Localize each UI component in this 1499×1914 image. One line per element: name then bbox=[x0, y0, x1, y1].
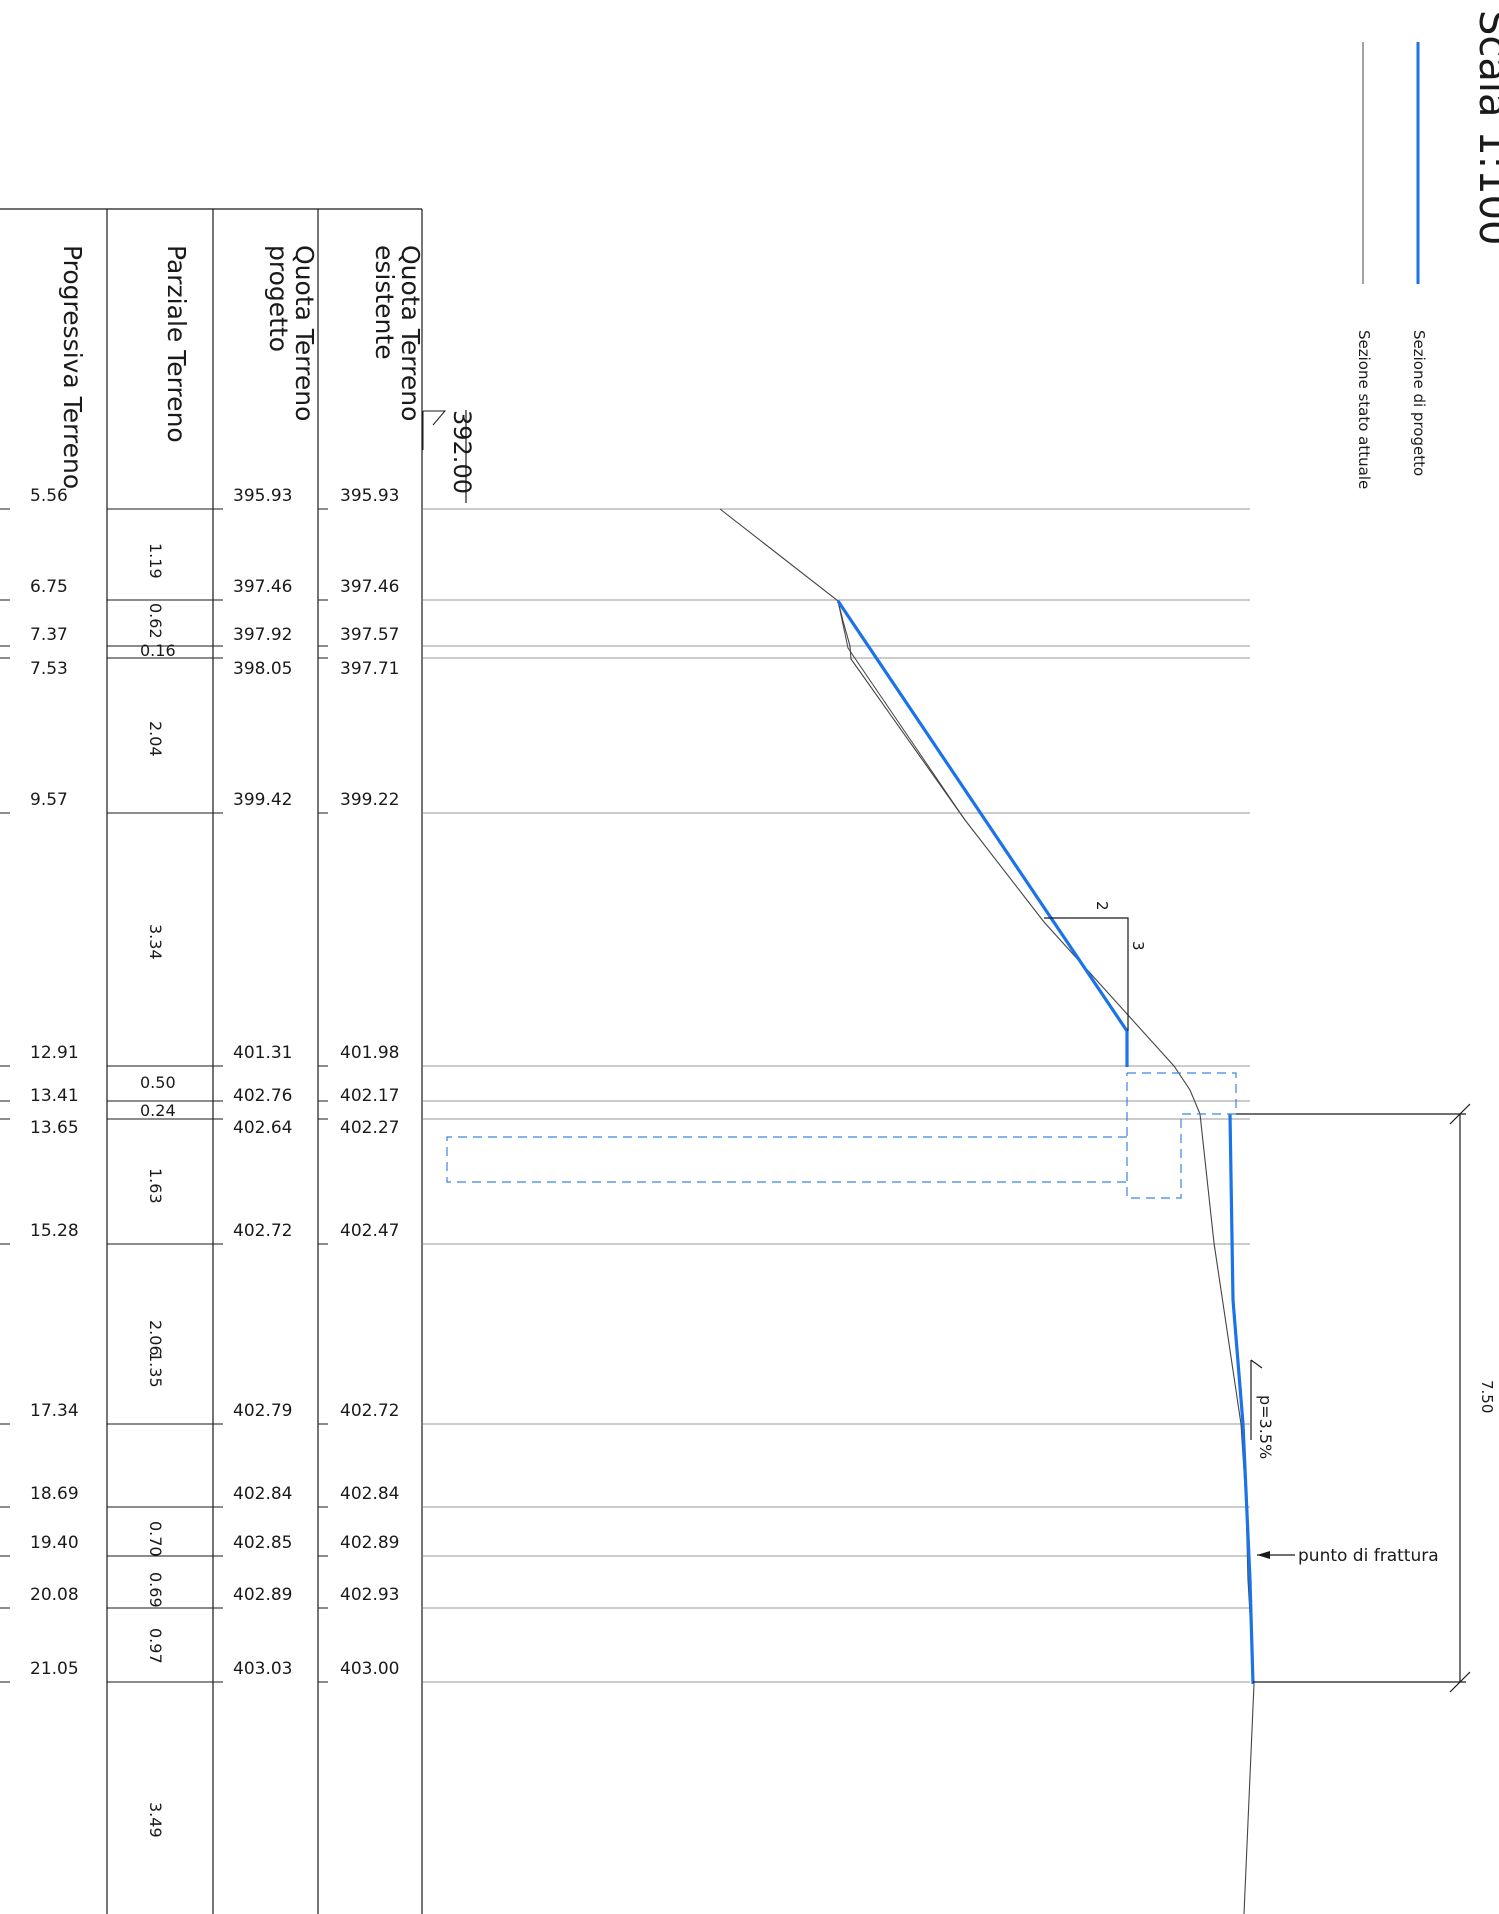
station-row: 7.37 397.92 397.57 bbox=[0, 625, 1250, 647]
quota-esistente-value: 402.72 bbox=[340, 1401, 399, 1421]
progressiva-value: 17.34 bbox=[30, 1401, 79, 1421]
scale-title: Scala 1:100 bbox=[1470, 10, 1499, 246]
datum-value: 392.00 bbox=[448, 410, 476, 494]
partial-value: 0.62 bbox=[146, 603, 165, 639]
progressiva-value: 9.57 bbox=[30, 790, 68, 810]
station-row: 17.34 402.79 402.72 bbox=[0, 1401, 1250, 1425]
fracture-annotation: punto di frattura bbox=[1257, 1546, 1439, 1566]
quota-progetto-value: 401.31 bbox=[233, 1043, 292, 1063]
quota-esistente-value: 402.93 bbox=[340, 1585, 399, 1605]
partial-value: 0.97 bbox=[146, 1628, 165, 1664]
partial-value: 0.69 bbox=[146, 1572, 165, 1608]
partial-value: 1.35 bbox=[146, 1352, 165, 1388]
slope-run-label: 2 bbox=[1093, 901, 1111, 911]
progressiva-value: 19.40 bbox=[30, 1533, 79, 1553]
station-row: 5.56 395.93 395.93 bbox=[0, 486, 1250, 510]
width-dimension-label: 7.50 bbox=[1478, 1380, 1496, 1413]
progressiva-value: 5.56 bbox=[30, 486, 68, 506]
progressiva-value: 7.37 bbox=[30, 625, 68, 645]
quota-progetto-value: 399.42 bbox=[233, 790, 292, 810]
header-quota-esistente: Quota Terrenoesistente bbox=[370, 245, 425, 421]
existing-terrain-line bbox=[719, 508, 1255, 1914]
quota-progetto-value: 402.89 bbox=[233, 1585, 292, 1605]
station-row: 9.57 399.42 399.22 bbox=[0, 790, 1250, 814]
progressiva-value: 18.69 bbox=[30, 1484, 79, 1504]
partial-value: 2.04 bbox=[146, 721, 165, 757]
progressiva-value: 20.08 bbox=[30, 1585, 79, 1605]
quota-progetto-value: 402.76 bbox=[233, 1086, 292, 1106]
slope-rise-label: 3 bbox=[1129, 941, 1147, 951]
partial-value: 0.70 bbox=[146, 1521, 165, 1557]
partial-value: 3.34 bbox=[146, 924, 165, 960]
quota-esistente-value: 402.89 bbox=[340, 1533, 399, 1553]
quota-esistente-value: 395.93 bbox=[340, 486, 399, 506]
fracture-label: punto di frattura bbox=[1298, 1546, 1439, 1566]
quota-progetto-value: 403.03 bbox=[233, 1659, 292, 1679]
quota-esistente-value: 397.57 bbox=[340, 625, 399, 645]
quota-esistente-value: 402.47 bbox=[340, 1221, 399, 1241]
quota-progetto-value: 402.79 bbox=[233, 1401, 292, 1421]
progressiva-value: 15.28 bbox=[30, 1221, 79, 1241]
progressiva-value: 13.65 bbox=[30, 1118, 79, 1138]
station-row: 20.08 402.89 402.93 bbox=[0, 1585, 1250, 1609]
station-row: 7.53 398.05 397.71 bbox=[0, 657, 1250, 679]
data-table bbox=[0, 208, 423, 1914]
partial-value: 1.19 bbox=[146, 543, 165, 579]
quota-progetto-value: 402.64 bbox=[233, 1118, 292, 1138]
partial-value: 0.16 bbox=[140, 641, 176, 660]
slope-triangle bbox=[1044, 917, 1129, 1031]
partial-value: 3.49 bbox=[146, 1802, 165, 1838]
quota-esistente-value: 402.27 bbox=[340, 1118, 399, 1138]
quota-esistente-value: 402.17 bbox=[340, 1086, 399, 1106]
quota-progetto-value: 397.92 bbox=[233, 625, 292, 645]
existing-terrain-offset bbox=[837, 600, 966, 821]
quota-esistente-value: 397.71 bbox=[340, 659, 399, 679]
quota-esistente-value: 403.00 bbox=[340, 1659, 399, 1679]
station-row: 13.65 402.64 402.27 bbox=[0, 1118, 1250, 1138]
dashed-foundation bbox=[446, 1072, 1237, 1199]
partial-value: 0.50 bbox=[140, 1073, 176, 1092]
station-row: 18.69 402.84 402.84 bbox=[0, 1484, 1250, 1508]
datum-marker: 392.00 bbox=[422, 410, 476, 503]
partial-value: 1.63 bbox=[146, 1168, 165, 1204]
quota-esistente-value: 399.22 bbox=[340, 790, 399, 810]
quota-progetto-value: 402.85 bbox=[233, 1533, 292, 1553]
width-dimension bbox=[1236, 1103, 1471, 1693]
gradient-annotation: p=3.5% bbox=[1250, 1359, 1275, 1459]
progressiva-value: 21.05 bbox=[30, 1659, 79, 1679]
progressiva-value: 13.41 bbox=[30, 1086, 79, 1106]
progressiva-value: 7.53 bbox=[30, 659, 68, 679]
quota-esistente-value: 397.46 bbox=[340, 577, 399, 597]
progressiva-value: 12.91 bbox=[30, 1043, 79, 1063]
progressiva-value: 6.75 bbox=[30, 577, 68, 597]
quota-progetto-value: 398.05 bbox=[233, 659, 292, 679]
station-row: 13.41 402.76 402.17 bbox=[0, 1086, 1250, 1106]
header-progressiva: Progressiva Terreno bbox=[58, 245, 87, 489]
station-row: 19.40 402.85 402.89 bbox=[0, 1533, 1250, 1557]
legend-project-label: Sezione di progetto bbox=[1410, 330, 1428, 476]
quota-progetto-value: 397.46 bbox=[233, 577, 292, 597]
quota-progetto-value: 402.84 bbox=[233, 1484, 292, 1504]
quota-esistente-value: 402.84 bbox=[340, 1484, 399, 1504]
project-section-platform bbox=[1228, 1113, 1255, 1685]
station-row: 12.91 401.31 401.98 bbox=[0, 1043, 1250, 1067]
header-parziale: Parziale Terreno bbox=[162, 245, 191, 443]
station-row: 21.05 403.03 403.00 bbox=[0, 1659, 1250, 1683]
quota-progetto-value: 395.93 bbox=[233, 486, 292, 506]
gradient-label: p=3.5% bbox=[1256, 1395, 1275, 1459]
header-quota-progetto: Quota Terrenoprogetto bbox=[264, 245, 319, 421]
partial-value: 0.24 bbox=[140, 1101, 176, 1120]
quota-esistente-value: 401.98 bbox=[340, 1043, 399, 1063]
quota-progetto-value: 402.72 bbox=[233, 1221, 292, 1241]
partial-value: 2.06 bbox=[146, 1320, 165, 1356]
station-row: 15.28 402.72 402.47 bbox=[0, 1221, 1250, 1245]
station-row: 6.75 397.46 397.46 bbox=[0, 577, 1250, 601]
legend-existing-label: Sezione stato attuale bbox=[1355, 330, 1373, 489]
project-section-line bbox=[836, 600, 1129, 1067]
